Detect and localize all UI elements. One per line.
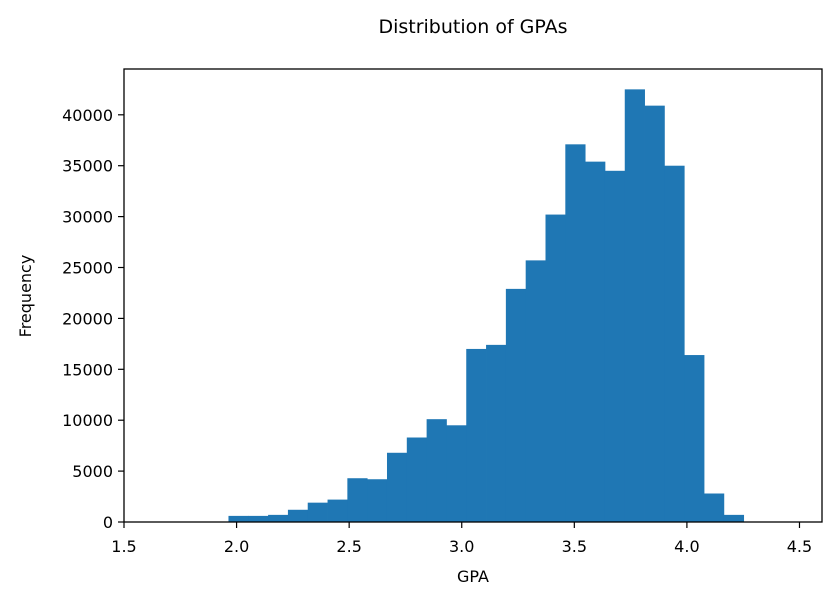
histogram-bar bbox=[585, 161, 606, 522]
histogram-bar bbox=[426, 419, 447, 522]
histogram-bar bbox=[565, 144, 586, 522]
histogram-bar bbox=[307, 502, 328, 522]
histogram-bar bbox=[228, 515, 249, 522]
histogram-bar bbox=[604, 170, 626, 523]
x-tick-label: 3.0 bbox=[449, 537, 474, 556]
y-tick-label: 40000 bbox=[62, 106, 113, 125]
histogram-bar bbox=[466, 348, 487, 522]
y-tick-label: 10000 bbox=[62, 411, 113, 430]
chart-title: Distribution of GPAs bbox=[378, 16, 567, 38]
y-tick-label: 15000 bbox=[62, 360, 113, 379]
x-tick-label: 2.5 bbox=[336, 537, 361, 556]
y-tick-label: 0 bbox=[103, 513, 113, 532]
x-tick-label: 4.0 bbox=[674, 537, 699, 556]
histogram-bar bbox=[545, 214, 566, 522]
y-tick-label: 25000 bbox=[62, 259, 113, 278]
histogram-bar bbox=[268, 514, 289, 522]
histogram-bar bbox=[505, 288, 527, 522]
histogram-bar bbox=[486, 344, 507, 522]
histogram-bar bbox=[327, 499, 348, 522]
histogram-bar bbox=[684, 355, 705, 522]
histogram-bar bbox=[287, 509, 309, 522]
histogram-bar bbox=[406, 437, 428, 522]
y-tick-label: 20000 bbox=[62, 309, 113, 328]
y-tick-label: 5000 bbox=[72, 462, 113, 481]
histogram-bar bbox=[723, 514, 745, 522]
y-axis-label: Frequency bbox=[16, 255, 35, 338]
histogram-bar bbox=[664, 165, 685, 522]
histogram-bar bbox=[644, 105, 665, 523]
x-tick-label: 4.5 bbox=[787, 537, 812, 556]
plot-frame bbox=[123, 68, 823, 523]
histogram-bar bbox=[624, 89, 645, 523]
histogram-bar bbox=[347, 478, 368, 522]
x-axis: 1.5 2.0 2.5 3.0 3.5 4.0 4.5 bbox=[111, 522, 812, 556]
histogram-bar bbox=[386, 452, 408, 522]
x-tick-label: 3.5 bbox=[562, 537, 587, 556]
x-tick-label: 2.0 bbox=[224, 537, 249, 556]
y-tick-label: 30000 bbox=[62, 208, 113, 227]
histogram-bar bbox=[367, 479, 388, 522]
histogram-bar bbox=[525, 260, 546, 522]
histogram-bar bbox=[446, 425, 467, 522]
x-axis-label: GPA bbox=[457, 567, 489, 586]
x-tick-label: 1.5 bbox=[111, 537, 136, 556]
y-tick-label: 35000 bbox=[62, 157, 113, 176]
bars-group bbox=[228, 89, 745, 523]
y-axis: 0 5000 10000 15000 20000 25000 30000 35000 40000 bbox=[62, 106, 124, 532]
histogram-bar bbox=[704, 493, 725, 522]
histogram-bar bbox=[248, 515, 269, 522]
